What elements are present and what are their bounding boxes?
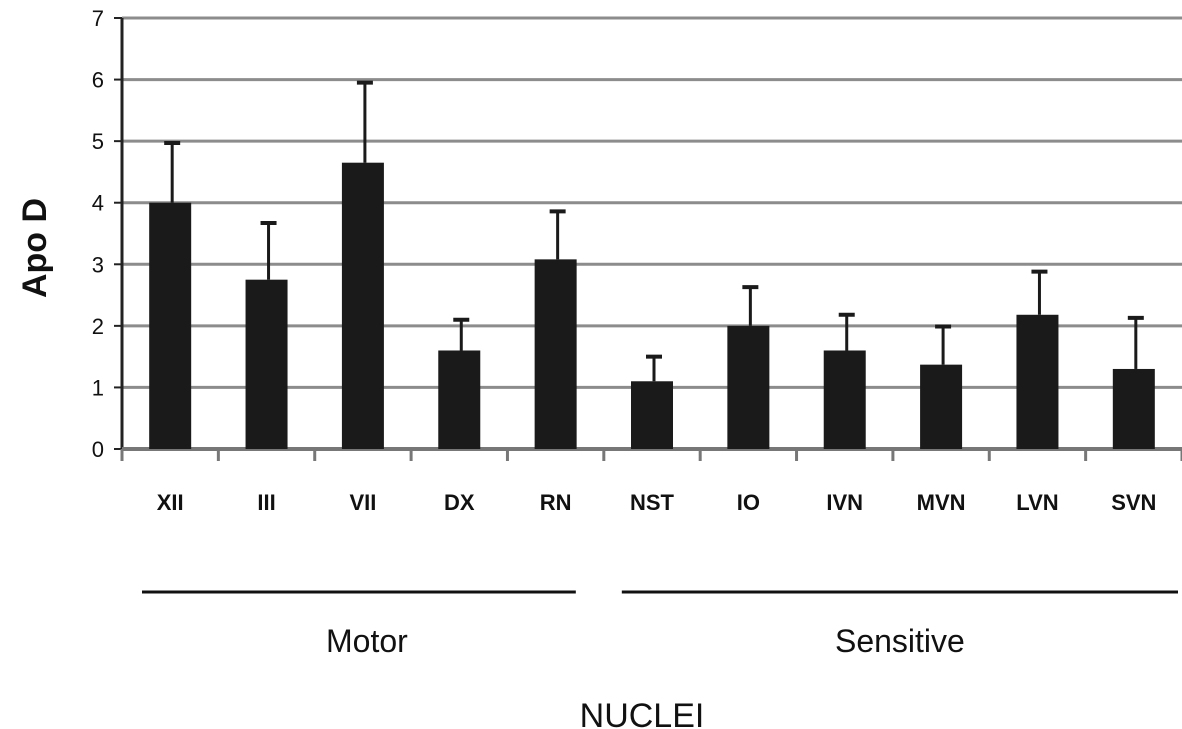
y-tick-label: 5 xyxy=(92,129,104,154)
bar-lvn xyxy=(1016,314,1059,449)
category-label-nst: NST xyxy=(630,490,675,515)
group-brackets: Motor Sensitive xyxy=(142,590,1178,659)
y-tick-label: 0 xyxy=(92,437,104,462)
error-bars xyxy=(164,80,1144,382)
bar-xii xyxy=(149,202,192,449)
category-label-svn: SVN xyxy=(1111,490,1156,515)
bar-io xyxy=(727,325,770,449)
group-label-sensitive: Sensitive xyxy=(835,623,965,659)
category-label-rn: RN xyxy=(540,490,572,515)
y-tick-label: 4 xyxy=(92,191,104,216)
y-tick-labels: 0 1 2 3 4 5 6 7 xyxy=(92,6,104,462)
category-label-dx: DX xyxy=(444,490,475,515)
bar-mvn xyxy=(920,364,963,449)
bar-svn xyxy=(1112,368,1155,449)
y-tick-label: 3 xyxy=(92,252,104,277)
category-label-io: IO xyxy=(737,490,760,515)
gridlines xyxy=(122,16,1182,389)
y-tick-label: 1 xyxy=(92,375,104,400)
category-label-lvn: LVN xyxy=(1016,490,1058,515)
bars xyxy=(149,162,1155,449)
y-tick-label: 6 xyxy=(92,68,104,93)
y-tick-label: 7 xyxy=(92,6,104,31)
bar-ivn xyxy=(823,350,866,449)
bar-iii xyxy=(245,279,288,449)
x-axis-title: NUCLEI xyxy=(580,697,705,729)
category-label-mvn: MVN xyxy=(917,490,966,515)
group-label-motor: Motor xyxy=(326,623,408,659)
bar-rn xyxy=(534,259,577,449)
bar-nst xyxy=(631,381,673,449)
category-label-xii: XII xyxy=(157,490,184,515)
x-category-labels: XII III VII DX RN NST IO IVN MVN LVN SVN xyxy=(157,490,1157,515)
bar-dx xyxy=(438,350,481,449)
y-tick-label: 2 xyxy=(92,314,104,339)
y-axis-title: Apo D xyxy=(16,198,54,298)
category-label-vii: VII xyxy=(349,490,376,515)
bar-vii xyxy=(341,162,384,449)
category-label-iii: III xyxy=(257,490,275,515)
category-label-ivn: IVN xyxy=(826,490,863,515)
